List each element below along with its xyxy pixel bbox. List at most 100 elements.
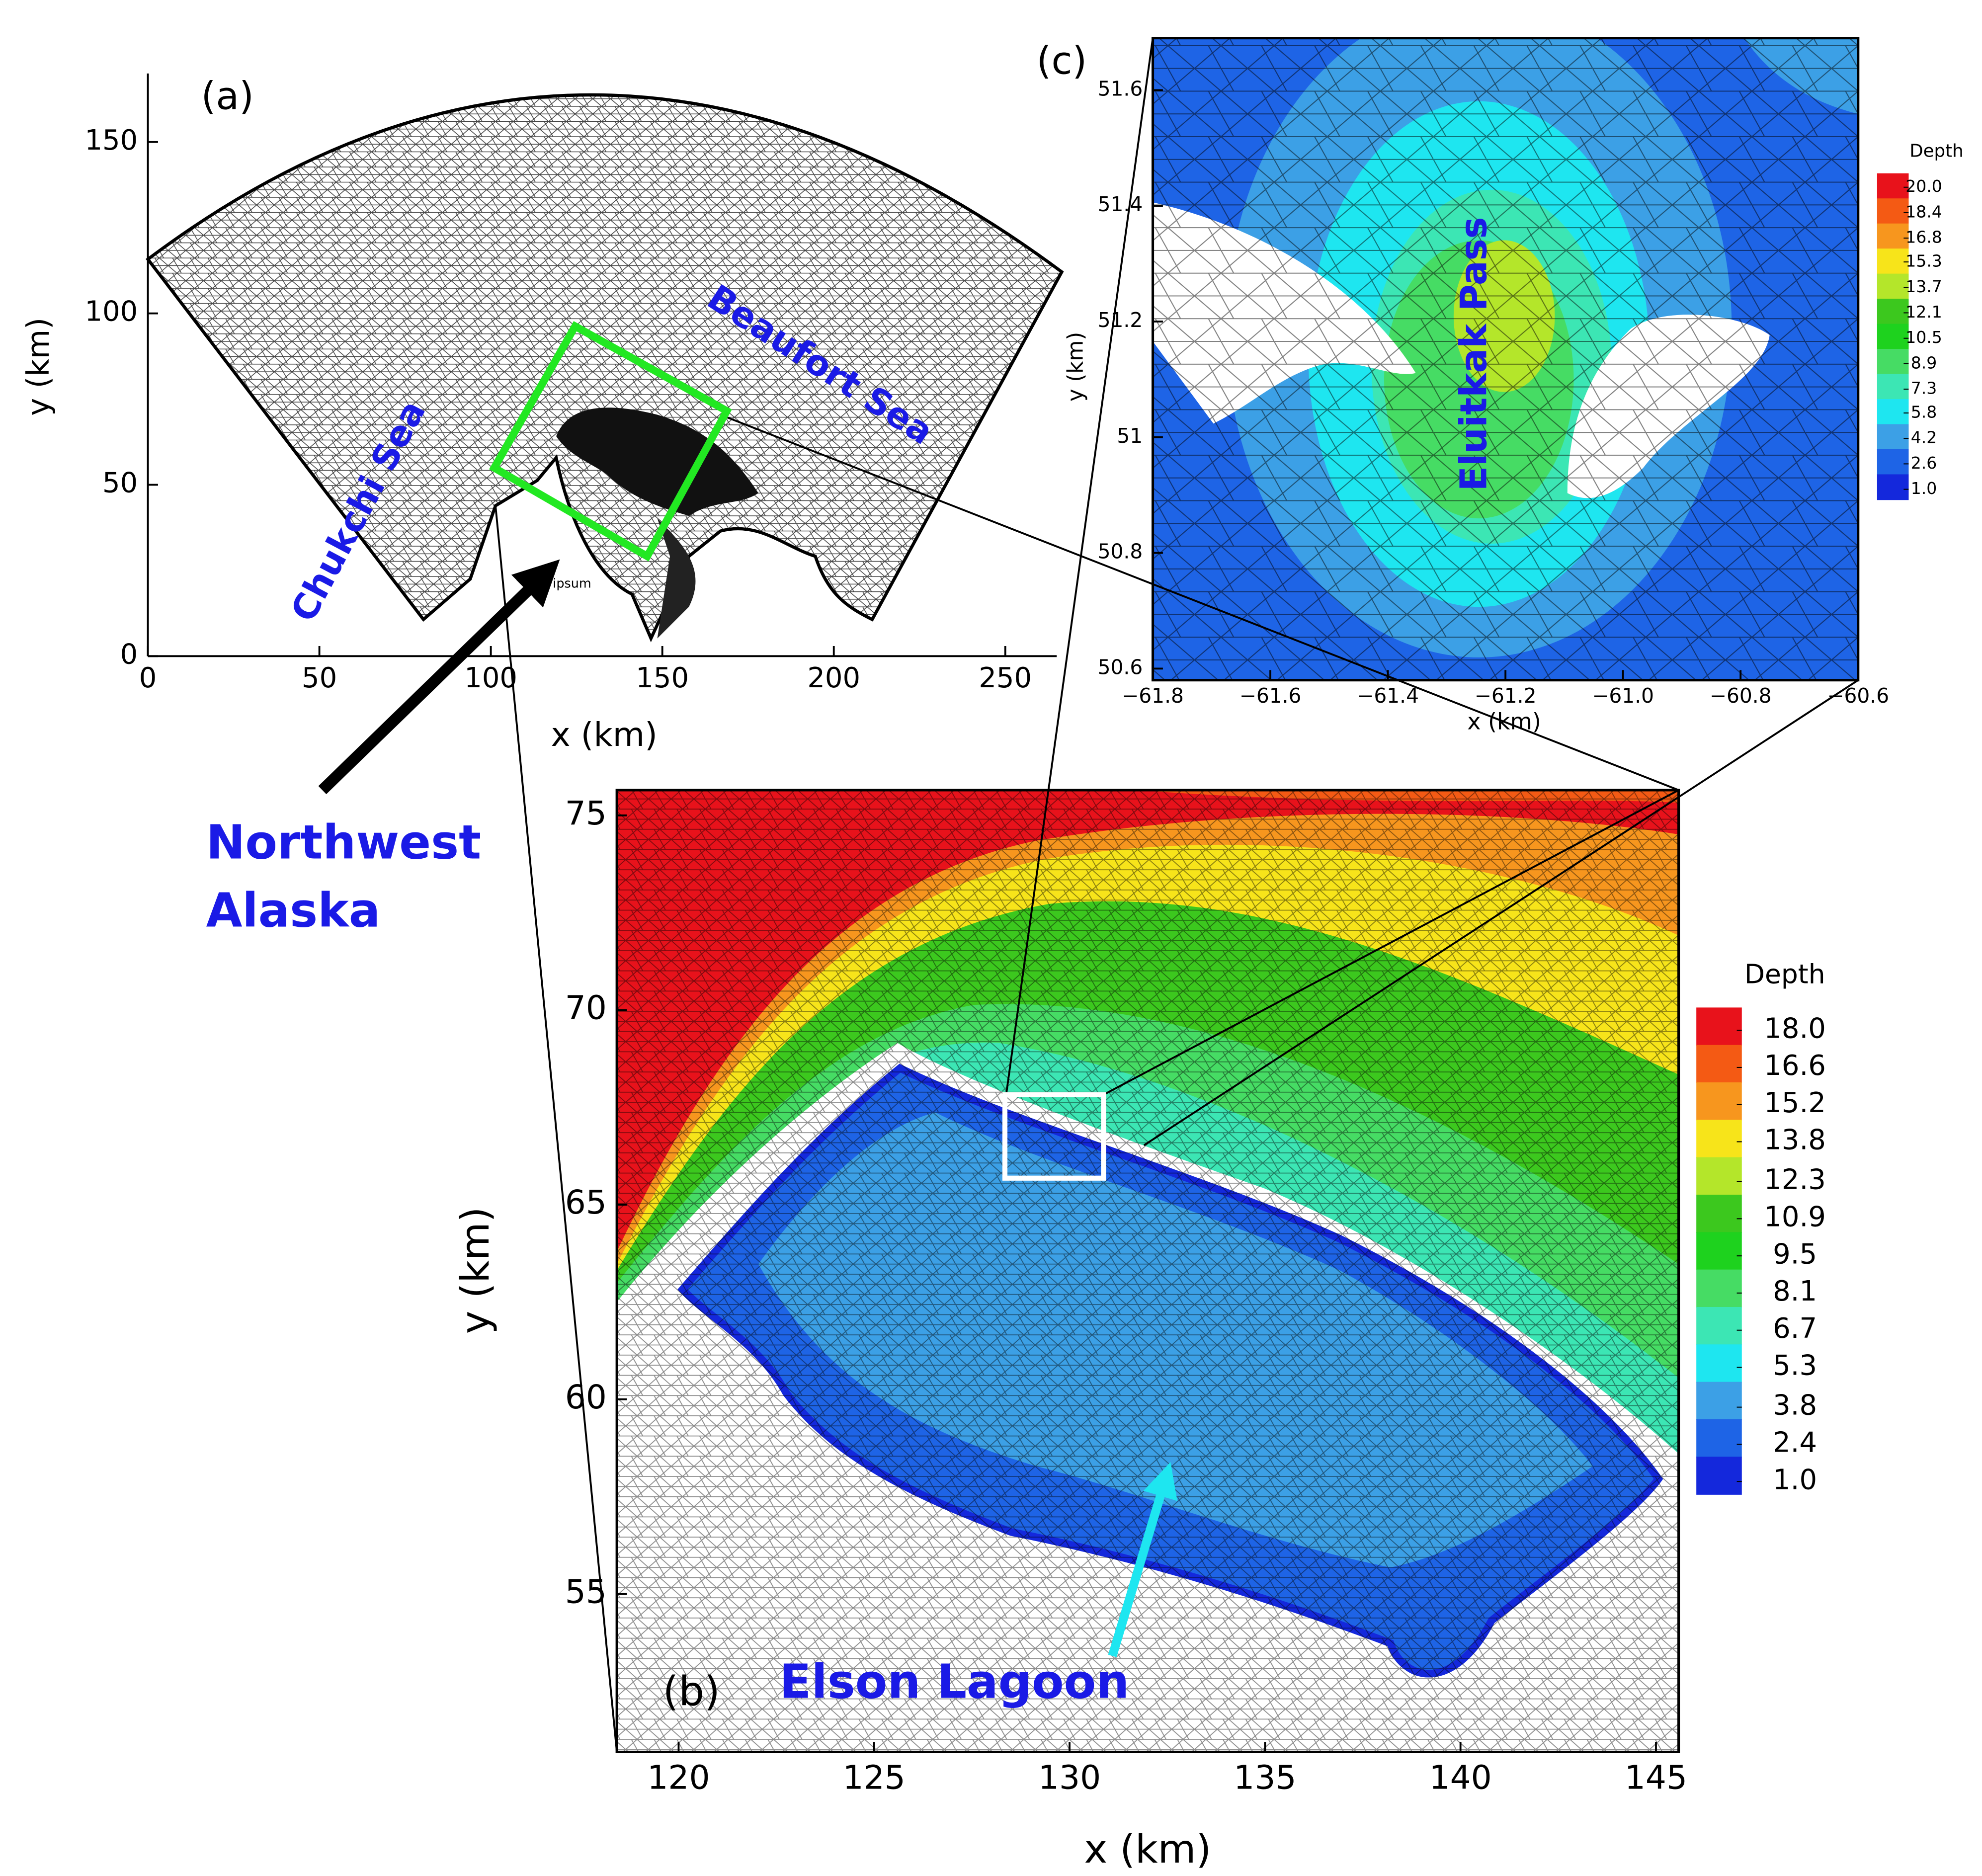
y-tick-label: 50 (102, 467, 138, 499)
colorbar-title: Depth (1744, 958, 1825, 989)
y-tick-label: 51.6 (1098, 77, 1143, 100)
x-axis-title: x (km) (1084, 1826, 1212, 1872)
y-tick-label: 51.4 (1098, 192, 1143, 216)
y-tick-label: 51.2 (1098, 308, 1143, 332)
x-tick-label: −61.6 (1239, 684, 1302, 708)
colorbar-band (1877, 173, 1909, 199)
colorbar-label: 9.5 (1773, 1238, 1817, 1270)
colorbar-label: 5.8 (1911, 403, 1937, 422)
colorbar-label: 15.2 (1764, 1087, 1826, 1119)
x-tick-label: 150 (636, 662, 689, 694)
colorbar-label: 6.7 (1773, 1312, 1817, 1345)
colorbar-band (1877, 273, 1909, 300)
x-tick-label: −61.8 (1122, 684, 1184, 708)
annotation: Northwest Alaska (206, 816, 482, 938)
colorbar-label: 1.0 (1773, 1464, 1817, 1496)
y-tick-label: 50.8 (1098, 540, 1143, 564)
y-tick-label: 55 (565, 1572, 607, 1611)
panel-label: (a) (201, 74, 254, 118)
colorbar-band (1696, 1120, 1742, 1158)
colorbar-label: 8.1 (1773, 1275, 1817, 1307)
panel-label: (c) (1037, 38, 1087, 82)
y-tick-label: 51 (1117, 424, 1143, 448)
arrow (1108, 1462, 1177, 1657)
colorbar-label: 2.4 (1773, 1426, 1817, 1459)
y-tick-label: 100 (84, 296, 138, 328)
y-tick-label: 75 (565, 794, 607, 832)
x-tick-label: 135 (1234, 1759, 1296, 1797)
x-tick-label: 100 (464, 662, 517, 694)
colorbar-title: Depth (1909, 141, 1963, 162)
zoom-connectors (495, 38, 1859, 1752)
y-axis-title: y (km) (452, 1207, 498, 1334)
colorbar-band (1877, 198, 1909, 224)
colorbar-label: 5.3 (1773, 1350, 1817, 1382)
y-tick-label: 50.6 (1098, 655, 1143, 679)
colorbar-band (1696, 1007, 1742, 1046)
colorbar-band (1877, 248, 1909, 274)
colorbar-band (1877, 324, 1909, 350)
colorbar-label: 15.3 (1905, 251, 1942, 271)
colorbar-band (1877, 424, 1909, 450)
x-tick-label: 120 (647, 1759, 710, 1797)
panel-a-map (146, 93, 1064, 643)
x-tick-label: −61.2 (1475, 684, 1537, 708)
colorbar-label: 18.4 (1905, 202, 1942, 221)
colorbar-label: 8.9 (1911, 353, 1937, 372)
colorbar-label: 18.0 (1764, 1012, 1826, 1045)
colorbar-band (1696, 1045, 1742, 1083)
panel-b-map (617, 790, 1679, 1752)
colorbar-label: 4.2 (1911, 428, 1937, 447)
panel-c-map (1153, 38, 1858, 680)
colorbar-label: 12.3 (1764, 1164, 1826, 1196)
colorbar-label: 10.9 (1764, 1201, 1826, 1233)
x-tick-label: −61.0 (1592, 684, 1654, 708)
annotation: Eluitkak Pass (1453, 217, 1495, 491)
colorbar-band (1696, 1157, 1742, 1196)
x-tick-label: −60.8 (1710, 684, 1772, 708)
colorbar-label: 12.1 (1905, 302, 1942, 322)
x-tick-label: −60.6 (1827, 684, 1889, 708)
y-axis-title: y (km) (21, 318, 56, 416)
panel-label: (b) (663, 1668, 720, 1715)
x-axis-title: x (km) (1467, 709, 1541, 735)
colorbar-label: 13.7 (1905, 277, 1942, 296)
annotation: Elson Lagoon (779, 1655, 1129, 1710)
x-tick-label: 50 (302, 662, 337, 694)
x-axis-title: x (km) (551, 716, 658, 754)
colorbar-label: 2.6 (1911, 453, 1937, 473)
colorbar-label: 10.5 (1905, 327, 1942, 347)
colorbar-band (1696, 1269, 1742, 1308)
annotation: em ipsum (529, 575, 591, 590)
zoom-box-a (489, 321, 732, 562)
colorbar-label: 1.0 (1911, 479, 1937, 498)
y-axis-title: y (km) (1063, 332, 1088, 402)
colorbar-band (1696, 1419, 1742, 1458)
x-tick-label: 140 (1429, 1759, 1492, 1797)
y-tick-label: 70 (565, 989, 607, 1027)
colorbar-label: 16.8 (1905, 228, 1942, 247)
x-tick-label: 130 (1038, 1759, 1101, 1797)
y-tick-label: 60 (565, 1378, 607, 1416)
plot-frame (615, 789, 1680, 1753)
colorbar-band (1877, 349, 1909, 375)
colorbar-band (1696, 1194, 1742, 1233)
y-tick-label: 65 (565, 1183, 607, 1222)
colorbar-label: 3.8 (1773, 1389, 1817, 1422)
colorbar-band (1696, 1344, 1742, 1383)
x-tick-label: 125 (843, 1759, 906, 1797)
colorbar-band (1877, 299, 1909, 325)
x-tick-label: 0 (139, 662, 157, 694)
y-tick-label: 0 (120, 638, 138, 670)
x-tick-label: 145 (1625, 1759, 1687, 1797)
colorbar-band (1877, 399, 1909, 425)
y-tick-label: 150 (84, 124, 138, 157)
colorbar-label: 13.8 (1764, 1124, 1826, 1156)
colorbar-band (1696, 1232, 1742, 1270)
colorbar-label: 16.6 (1764, 1050, 1826, 1082)
x-tick-label: 200 (807, 662, 860, 694)
colorbar-band (1877, 223, 1909, 249)
colorbar-band (1696, 1457, 1742, 1495)
